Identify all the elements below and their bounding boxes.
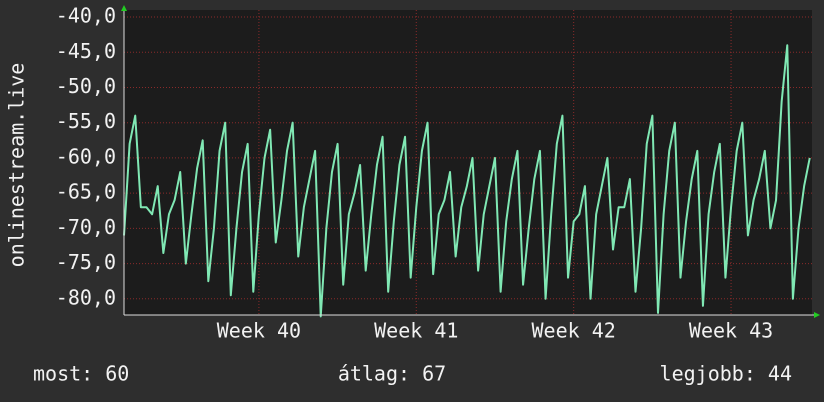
y-tick-label: -80,0 xyxy=(56,285,116,309)
y-tick-label: -70,0 xyxy=(56,215,116,239)
y-axis-label: onlinestream.live xyxy=(5,63,29,268)
y-tick-label: -50,0 xyxy=(56,74,116,98)
y-tick-label: -75,0 xyxy=(56,250,116,274)
legend-current: most: 60 xyxy=(33,362,129,386)
x-tick-label: Week 41 xyxy=(374,319,458,343)
legend-average: átlag: 67 xyxy=(338,362,446,386)
x-tick-label: Week 42 xyxy=(532,319,616,343)
y-tick-label: -40,0 xyxy=(56,4,116,28)
data-line xyxy=(123,44,811,318)
y-tick-label: -60,0 xyxy=(56,144,116,168)
x-tick-label: Week 43 xyxy=(689,319,773,343)
x-arrow xyxy=(814,312,820,318)
y-tick-label: -45,0 xyxy=(56,39,116,63)
plot: -40,0 -45,0 -50,0 -55,0 -60,0 -65,0 -70,0 -75,0… xyxy=(56,4,812,343)
y-tick-label: -55,0 xyxy=(56,109,116,133)
x-tick-label: Week 40 xyxy=(217,319,301,343)
legend-max: legjobb: 44 xyxy=(660,362,792,386)
y-arrow xyxy=(121,5,127,11)
y-tick-label: -65,0 xyxy=(56,180,116,204)
